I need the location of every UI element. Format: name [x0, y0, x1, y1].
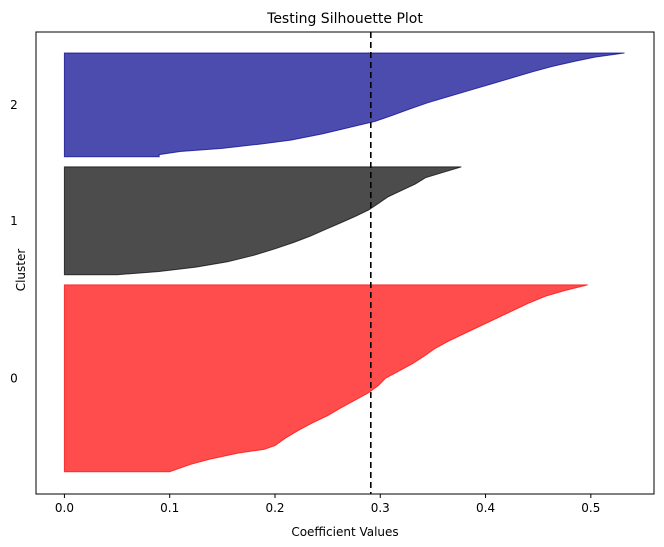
x-tick-label: 0.3	[371, 501, 390, 515]
cluster-0-silhouette	[63, 284, 588, 473]
cluster-label-2: 2	[10, 98, 18, 112]
cluster-2-silhouette	[63, 52, 625, 158]
x-axis-ticks: 0.0 0.1 0.2 0.3 0.4 0.5	[55, 494, 600, 515]
x-tick-label: 0.1	[160, 501, 179, 515]
cluster-label-1: 1	[10, 214, 18, 228]
y-axis-labels: 0 1 2	[10, 98, 18, 386]
x-tick-label: 0.4	[476, 501, 495, 515]
cluster-label-0: 0	[10, 371, 18, 385]
x-tick-label: 0.5	[581, 501, 600, 515]
x-tick-label: 0.2	[265, 501, 284, 515]
cluster-1-silhouette	[63, 166, 462, 276]
x-axis-label: Coefficient Values	[291, 525, 398, 539]
x-tick-label: 0.0	[55, 501, 74, 515]
chart-title: Testing Silhouette Plot	[266, 11, 423, 27]
plot-frame	[35, 31, 655, 495]
y-axis-label: Cluster	[14, 249, 28, 292]
cluster-layer	[63, 52, 625, 473]
